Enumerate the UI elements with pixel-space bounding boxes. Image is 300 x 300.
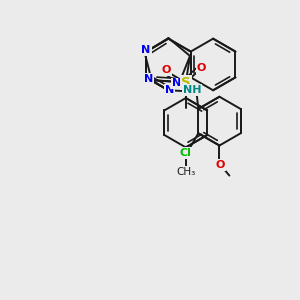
Text: O: O — [215, 160, 225, 170]
Text: N: N — [165, 85, 174, 95]
Text: O: O — [196, 63, 206, 73]
Text: CH₃: CH₃ — [176, 167, 195, 177]
Text: N: N — [172, 78, 182, 88]
Text: O: O — [161, 65, 171, 75]
Text: Cl: Cl — [180, 148, 192, 158]
Text: S: S — [181, 76, 190, 89]
Text: N: N — [144, 74, 154, 84]
Text: N: N — [141, 45, 151, 55]
Text: NH: NH — [183, 85, 201, 95]
